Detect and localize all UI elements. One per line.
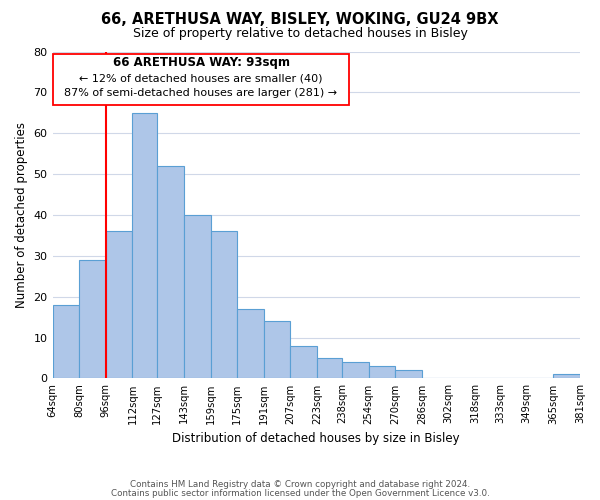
Bar [264, 321, 290, 378]
Bar [317, 358, 342, 378]
Bar [368, 366, 395, 378]
Bar [211, 232, 237, 378]
Bar [237, 309, 264, 378]
Y-axis label: Number of detached properties: Number of detached properties [15, 122, 28, 308]
Bar [53, 305, 79, 378]
FancyBboxPatch shape [53, 54, 349, 104]
Bar [553, 374, 580, 378]
Text: 66 ARETHUSA WAY: 93sqm: 66 ARETHUSA WAY: 93sqm [113, 56, 290, 70]
Text: 66, ARETHUSA WAY, BISLEY, WOKING, GU24 9BX: 66, ARETHUSA WAY, BISLEY, WOKING, GU24 9… [101, 12, 499, 28]
X-axis label: Distribution of detached houses by size in Bisley: Distribution of detached houses by size … [172, 432, 460, 445]
Bar [184, 215, 211, 378]
Text: Contains public sector information licensed under the Open Government Licence v3: Contains public sector information licen… [110, 489, 490, 498]
Bar [106, 232, 133, 378]
Text: ← 12% of detached houses are smaller (40): ← 12% of detached houses are smaller (40… [79, 73, 323, 83]
Text: 87% of semi-detached houses are larger (281) →: 87% of semi-detached houses are larger (… [64, 88, 338, 98]
Text: Size of property relative to detached houses in Bisley: Size of property relative to detached ho… [133, 28, 467, 40]
Text: Contains HM Land Registry data © Crown copyright and database right 2024.: Contains HM Land Registry data © Crown c… [130, 480, 470, 489]
Bar [79, 260, 106, 378]
Bar [133, 113, 157, 378]
Bar [342, 362, 368, 378]
Bar [395, 370, 422, 378]
Bar [290, 346, 317, 378]
Bar [157, 166, 184, 378]
